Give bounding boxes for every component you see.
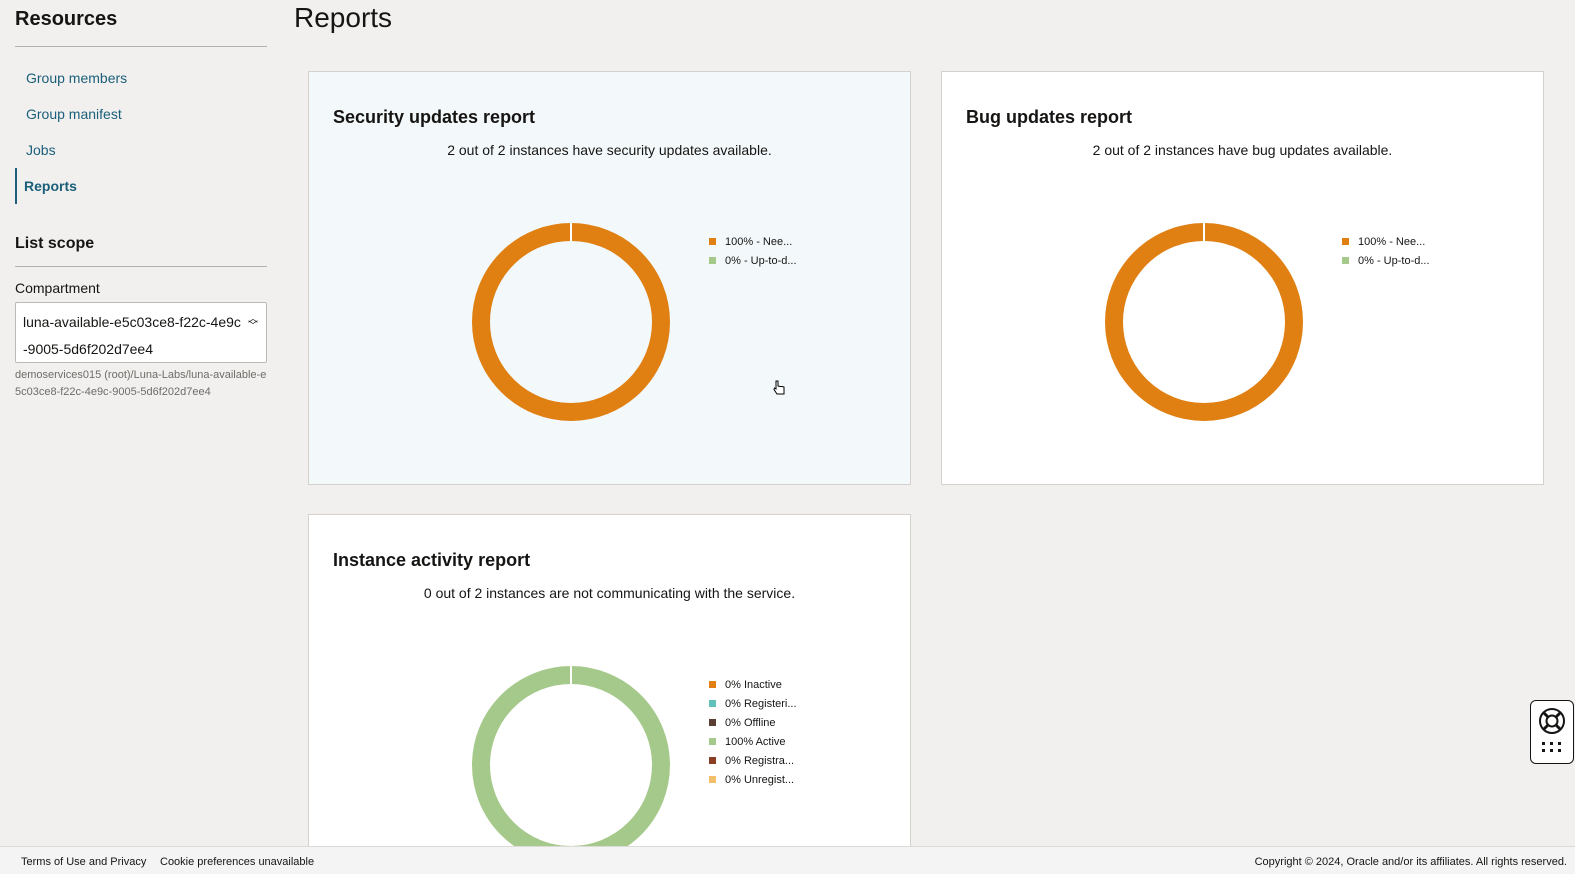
lifebuoy-icon xyxy=(1539,708,1565,752)
security-updates-card[interactable]: Security updates report 2 out of 2 insta… xyxy=(308,71,911,485)
card-summary: 0 out of 2 instances are not communicati… xyxy=(423,585,796,601)
activity-legend: 0% Inactive 0% Registeri... 0% Offline 1… xyxy=(709,678,797,792)
legend-item: 100% Active xyxy=(709,735,797,754)
card-summary: 2 out of 2 instances have security updat… xyxy=(447,142,772,158)
legend-item: 0% Offline xyxy=(709,716,797,735)
legend-label: 0% Offline xyxy=(725,717,776,729)
resources-nav: Group members Group manifest Jobs Report… xyxy=(15,60,267,204)
legend-swatch xyxy=(1342,257,1349,264)
terms-link[interactable]: Terms of Use and Privacy xyxy=(21,856,147,868)
copyright-text: Copyright © 2024, Oracle and/or its affi… xyxy=(1254,856,1567,868)
legend-item: 0% Registeri... xyxy=(709,697,797,716)
legend-label: 0% Registeri... xyxy=(725,698,797,710)
legend-swatch xyxy=(709,700,716,707)
legend-swatch xyxy=(709,681,716,688)
security-legend: 100% - Nee... 0% - Up-to-d... xyxy=(709,235,797,273)
legend-label: 0% Registra... xyxy=(725,755,795,767)
card-summary: 2 out of 2 instances have bug updates av… xyxy=(1092,142,1393,158)
legend-label: 100% - Nee... xyxy=(1358,236,1426,248)
resources-heading: Resources xyxy=(15,0,267,47)
chevron-updown-icon: ︿ ﹀ xyxy=(248,314,258,332)
legend-label: 100% Active xyxy=(725,736,786,748)
legend-swatch xyxy=(709,757,716,764)
cookie-preferences-link[interactable]: Cookie preferences unavailable xyxy=(160,856,315,868)
legend-item: 0% Inactive xyxy=(709,678,797,697)
compartment-path: demoservices015 (root)/Luna-Labs/luna-av… xyxy=(15,369,267,398)
legend-swatch xyxy=(709,776,716,783)
nav-item-jobs[interactable]: Jobs xyxy=(26,142,56,158)
instance-activity-card[interactable]: Instance activity report 0 out of 2 inst… xyxy=(308,514,911,854)
hand-pointer-icon xyxy=(773,380,785,395)
legend-item: 0% Registra... xyxy=(709,754,797,773)
page-footer: Terms of Use and Privacy Cookie preferen… xyxy=(0,846,1575,874)
bug-updates-card[interactable]: Bug updates report 2 out of 2 instances … xyxy=(941,71,1544,485)
compartment-value: luna-available-e5c03ce8-f22c-4e9c-9005-5… xyxy=(23,314,241,357)
legend-swatch xyxy=(709,257,716,264)
legend-item: 0% - Up-to-d... xyxy=(1342,254,1430,273)
compartment-label: Compartment xyxy=(15,280,100,296)
compartment-select[interactable]: luna-available-e5c03ce8-f22c-4e9c-9005-5… xyxy=(15,302,267,363)
legend-label: 0% Unregist... xyxy=(725,774,795,786)
card-title: Security updates report xyxy=(333,107,536,127)
list-scope-heading: List scope xyxy=(15,232,267,267)
security-donut-chart xyxy=(472,223,670,421)
resources-sidebar: Resources Group members Group manifest J… xyxy=(15,0,267,401)
legend-label: 100% - Nee... xyxy=(725,236,793,248)
nav-item-group-manifest[interactable]: Group manifest xyxy=(26,106,122,122)
nav-item-reports[interactable]: Reports xyxy=(15,168,267,204)
grid-dots-icon xyxy=(1542,742,1561,752)
activity-donut-chart xyxy=(472,666,670,854)
bug-legend: 100% - Nee... 0% - Up-to-d... xyxy=(1342,235,1430,273)
nav-item-group-members[interactable]: Group members xyxy=(26,70,128,86)
legend-label: 0% - Up-to-d... xyxy=(725,255,797,267)
page-title: Reports xyxy=(294,2,393,33)
legend-label: 0% - Up-to-d... xyxy=(1358,255,1430,267)
legend-swatch xyxy=(709,738,716,745)
card-title: Instance activity report xyxy=(333,550,531,570)
donut-slice[interactable] xyxy=(472,223,670,421)
legend-swatch xyxy=(709,238,716,245)
legend-item: 100% - Nee... xyxy=(1342,235,1430,254)
bug-donut-chart xyxy=(1105,223,1303,421)
legend-item: 0% - Up-to-d... xyxy=(709,254,797,273)
card-title: Bug updates report xyxy=(966,107,1133,127)
help-widget[interactable] xyxy=(1530,700,1574,764)
legend-swatch xyxy=(709,719,716,726)
legend-item: 100% - Nee... xyxy=(709,235,797,254)
legend-label: 0% Inactive xyxy=(725,679,782,691)
legend-item: 0% Unregist... xyxy=(709,773,797,792)
legend-swatch xyxy=(1342,238,1349,245)
donut-slice[interactable] xyxy=(1105,223,1303,421)
donut-slice[interactable] xyxy=(472,666,670,854)
